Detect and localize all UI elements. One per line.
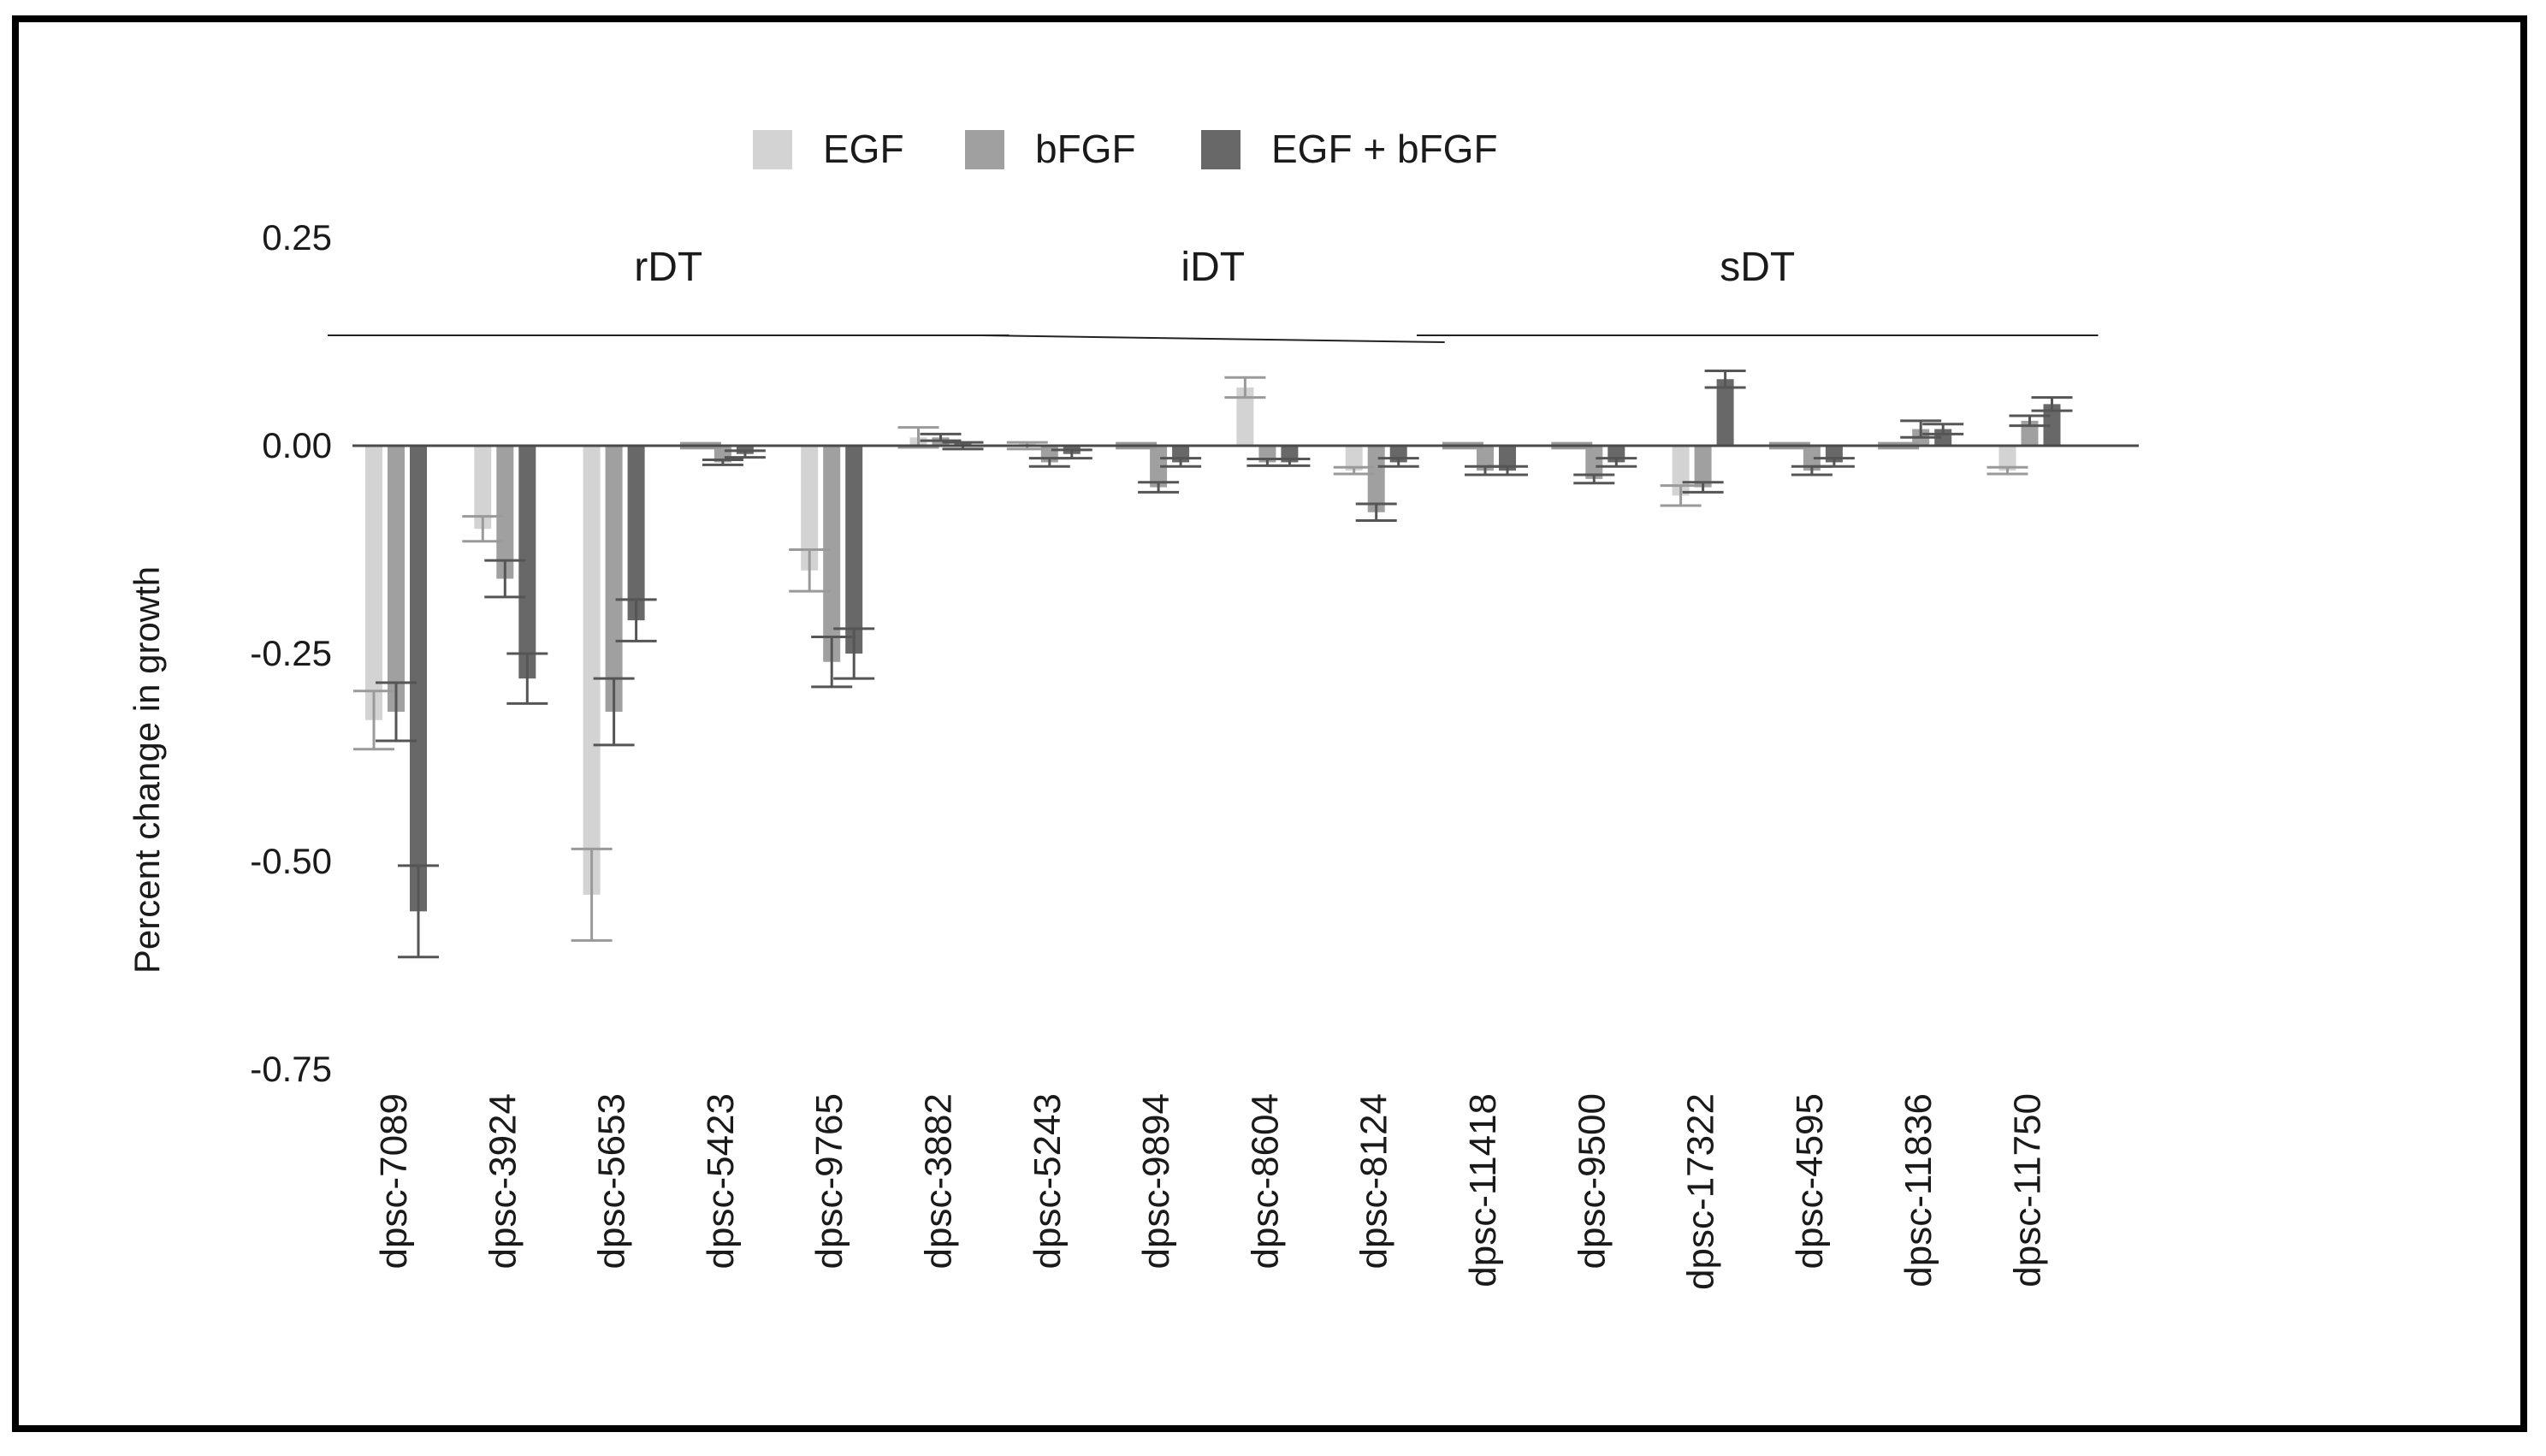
bar-bfgf-dpsc-17322 bbox=[1694, 446, 1712, 488]
error-bar-bfgf-dpsc-17322 bbox=[1682, 481, 1724, 494]
error-bar-egf-dpsc-7089 bbox=[353, 690, 394, 751]
error-bar-egf-dpsc-17322 bbox=[1660, 484, 1702, 507]
x-tick-label: dpsc-5423 bbox=[700, 1093, 742, 1269]
x-tick-label: dpsc-7089 bbox=[373, 1093, 415, 1269]
x-tick-label: dpsc-11836 bbox=[1898, 1093, 1939, 1287]
x-tick-label: dpsc-11418 bbox=[1462, 1093, 1504, 1287]
y-axis: 0.25 0.00 -0.25 -0.50 -0.75 bbox=[250, 217, 332, 1089]
x-tick-label: dpsc-17322 bbox=[1680, 1093, 1722, 1290]
group-line-idt bbox=[980, 334, 1445, 343]
legend-swatch-bfgf bbox=[965, 130, 1004, 169]
y-tick-label: 0.25 bbox=[262, 217, 332, 257]
error-bar-egf-bfgf-dpsc-9500 bbox=[1596, 457, 1637, 468]
error-bar-egf-bfgf-dpsc-9894 bbox=[1160, 457, 1202, 468]
error-bar-egf-bfgf-dpsc-17322 bbox=[1704, 370, 1746, 389]
error-bar-egf-bfgf-dpsc-7089 bbox=[398, 864, 439, 959]
bar-egf-bfgf-dpsc-3924 bbox=[518, 446, 536, 679]
bars bbox=[365, 379, 2061, 912]
x-tick-label: dpsc-9765 bbox=[808, 1093, 850, 1269]
x-tick-label: dpsc-4595 bbox=[1789, 1093, 1831, 1269]
x-tick-label: dpsc-8604 bbox=[1244, 1093, 1286, 1269]
error-bar-bfgf-dpsc-5423 bbox=[702, 459, 743, 466]
x-axis: dpsc-7089 dpsc-3924 dpsc-5653 dpsc-5423 dpsc… bbox=[373, 1093, 2049, 1290]
y-tick-label: -0.25 bbox=[250, 633, 332, 673]
bar-bfgf-dpsc-7089 bbox=[388, 446, 405, 713]
error-bar-egf-bfgf-dpsc-3924 bbox=[506, 652, 548, 705]
error-bar-egf-bfgf-dpsc-8604 bbox=[1269, 458, 1311, 467]
error-bar-bfgf-dpsc-5653 bbox=[593, 677, 635, 747]
x-tick-label: dpsc-3882 bbox=[918, 1093, 960, 1269]
error-bar-egf-bfgf-dpsc-8124 bbox=[1377, 457, 1419, 468]
error-bar-bfgf-dpsc-3882 bbox=[920, 432, 962, 442]
bar-egf-dpsc-5653 bbox=[583, 446, 601, 895]
bar-egf-bfgf-dpsc-7089 bbox=[410, 446, 427, 912]
legend-swatch-egf bbox=[753, 130, 792, 169]
error-bar-egf-bfgf-dpsc-11418 bbox=[1487, 465, 1528, 476]
error-bar-bfgf-dpsc-9765 bbox=[811, 636, 853, 689]
error-bar-bfgf-dpsc-9894 bbox=[1138, 481, 1180, 494]
bar-bfgf-dpsc-5653 bbox=[605, 446, 623, 713]
error-bar-egf-dpsc-5653 bbox=[571, 847, 613, 942]
y-tick-label: -0.50 bbox=[250, 841, 332, 881]
legend-label-egf-bfgf: EGF + bFGF bbox=[1271, 127, 1498, 171]
error-bar-egf-bfgf-dpsc-11750 bbox=[2031, 396, 2073, 412]
figure-frame bbox=[12, 15, 2527, 1432]
y-tick-label: 0.00 bbox=[262, 425, 332, 465]
error-bar-egf-dpsc-8604 bbox=[1224, 376, 1266, 400]
error-bar-egf-bfgf-dpsc-11836 bbox=[1922, 423, 1964, 435]
error-bars bbox=[353, 370, 2073, 959]
bar-bfgf-dpsc-8124 bbox=[1367, 446, 1385, 512]
bar-egf-dpsc-7089 bbox=[365, 446, 382, 720]
bar-bfgf-dpsc-9500 bbox=[1585, 446, 1603, 479]
error-bar-egf-dpsc-11750 bbox=[1986, 465, 2028, 476]
bar-egf-bfgf-dpsc-17322 bbox=[1716, 379, 1734, 446]
error-bar-bfgf-dpsc-8124 bbox=[1355, 502, 1397, 522]
bar-bfgf-dpsc-9765 bbox=[823, 446, 841, 662]
error-bar-egf-bfgf-dpsc-5243 bbox=[1051, 448, 1092, 460]
x-tick-label: dpsc-9500 bbox=[1571, 1093, 1613, 1269]
error-bar-bfgf-dpsc-7089 bbox=[376, 681, 417, 743]
error-bar-egf-dpsc-9765 bbox=[789, 548, 831, 593]
x-tick-label: dpsc-8124 bbox=[1353, 1093, 1395, 1269]
bar-egf-dpsc-8124 bbox=[1345, 446, 1363, 471]
y-axis-label: Percent change in growth bbox=[127, 566, 167, 974]
error-bar-bfgf-dpsc-3924 bbox=[484, 559, 526, 599]
error-bar-egf-bfgf-dpsc-5423 bbox=[724, 449, 766, 459]
error-bar-bfgf-dpsc-11836 bbox=[1900, 419, 1942, 439]
x-tick-label: dpsc-3924 bbox=[482, 1093, 524, 1269]
error-bar-egf-bfgf-dpsc-4595 bbox=[1813, 457, 1855, 468]
bar-bfgf-dpsc-11418 bbox=[1477, 446, 1494, 471]
group-label-idt: iDT bbox=[1181, 245, 1245, 290]
group-label-sdt: sDT bbox=[1720, 245, 1795, 290]
error-bar-bfgf-dpsc-9500 bbox=[1573, 473, 1615, 485]
x-tick-label: dpsc-5653 bbox=[591, 1093, 633, 1269]
legend-label-egf: EGF bbox=[823, 127, 904, 171]
bar-egf-dpsc-9765 bbox=[801, 446, 819, 571]
x-tick-label: dpsc-11750 bbox=[2007, 1093, 2049, 1287]
bar-egf-bfgf-dpsc-11418 bbox=[1499, 446, 1516, 471]
error-bar-bfgf-dpsc-11750 bbox=[2009, 414, 2051, 428]
group-label-rdt: rDT bbox=[634, 245, 702, 290]
bar-egf-dpsc-3924 bbox=[474, 446, 492, 530]
error-bar-egf-bfgf-dpsc-5653 bbox=[615, 598, 657, 642]
bar-egf-dpsc-8604 bbox=[1236, 387, 1254, 446]
legend: EGF bFGF EGF + bFGF bbox=[753, 127, 1498, 171]
x-tick-label: dpsc-5243 bbox=[1027, 1093, 1069, 1269]
bar-bfgf-dpsc-4595 bbox=[1803, 446, 1821, 471]
y-tick-label: -0.75 bbox=[250, 1049, 332, 1089]
x-tick-label: dpsc-9894 bbox=[1135, 1093, 1177, 1269]
bar-bfgf-dpsc-3924 bbox=[496, 446, 514, 579]
group-labels: rDT iDT sDT bbox=[328, 245, 2099, 343]
legend-label-bfgf: bFGF bbox=[1035, 127, 1136, 171]
error-bar-egf-dpsc-8124 bbox=[1333, 465, 1375, 476]
error-bar-egf-dpsc-3882 bbox=[897, 426, 939, 449]
error-bar-egf-bfgf-dpsc-9765 bbox=[833, 627, 875, 680]
legend-swatch-egf-bfgf bbox=[1201, 130, 1240, 169]
error-bar-egf-dpsc-3924 bbox=[462, 515, 504, 543]
bar-bfgf-dpsc-9894 bbox=[1150, 446, 1168, 488]
bar-egf-bfgf-dpsc-5653 bbox=[627, 446, 645, 621]
bar-egf-dpsc-11750 bbox=[1998, 446, 2016, 471]
bar-egf-bfgf-dpsc-9765 bbox=[845, 446, 863, 654]
